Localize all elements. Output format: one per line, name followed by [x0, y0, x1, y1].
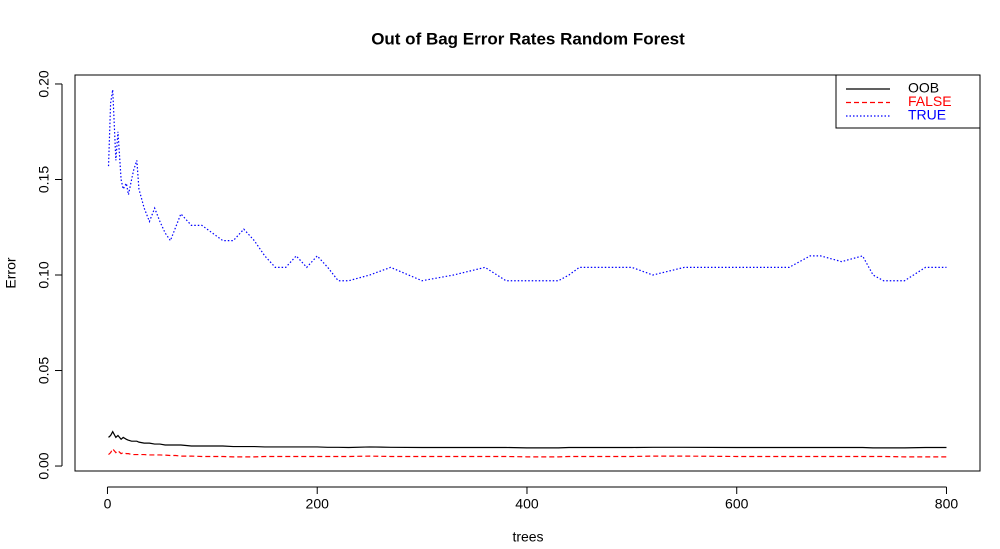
legend-box: [835, 74, 981, 129]
y-tick-label: 0.00: [36, 452, 52, 479]
y-tick-label: 0.15: [36, 166, 52, 193]
y-tick-label: 0.20: [36, 70, 52, 97]
x-tick-label: 400: [515, 496, 539, 512]
series-line: [108, 430, 947, 449]
series-line: [108, 447, 947, 458]
y-tick-label: 0.05: [36, 357, 52, 384]
x-tick-label: 800: [935, 496, 959, 512]
y-axis-label: Error: [3, 257, 19, 288]
legend-label: TRUE: [908, 107, 946, 123]
plot-box: [74, 74, 981, 472]
series-line: [107, 89, 947, 282]
x-tick-label: 0: [104, 496, 112, 512]
chart-title: Out of Bag Error Rates Random Forest: [371, 29, 685, 48]
legend-label: FALSE: [908, 93, 952, 109]
x-tick-label: 600: [725, 496, 749, 512]
x-tick-label: 200: [306, 496, 330, 512]
x-axis-label: trees: [512, 529, 543, 545]
y-tick-label: 0.10: [36, 261, 52, 288]
legend-label: OOB: [908, 80, 939, 96]
